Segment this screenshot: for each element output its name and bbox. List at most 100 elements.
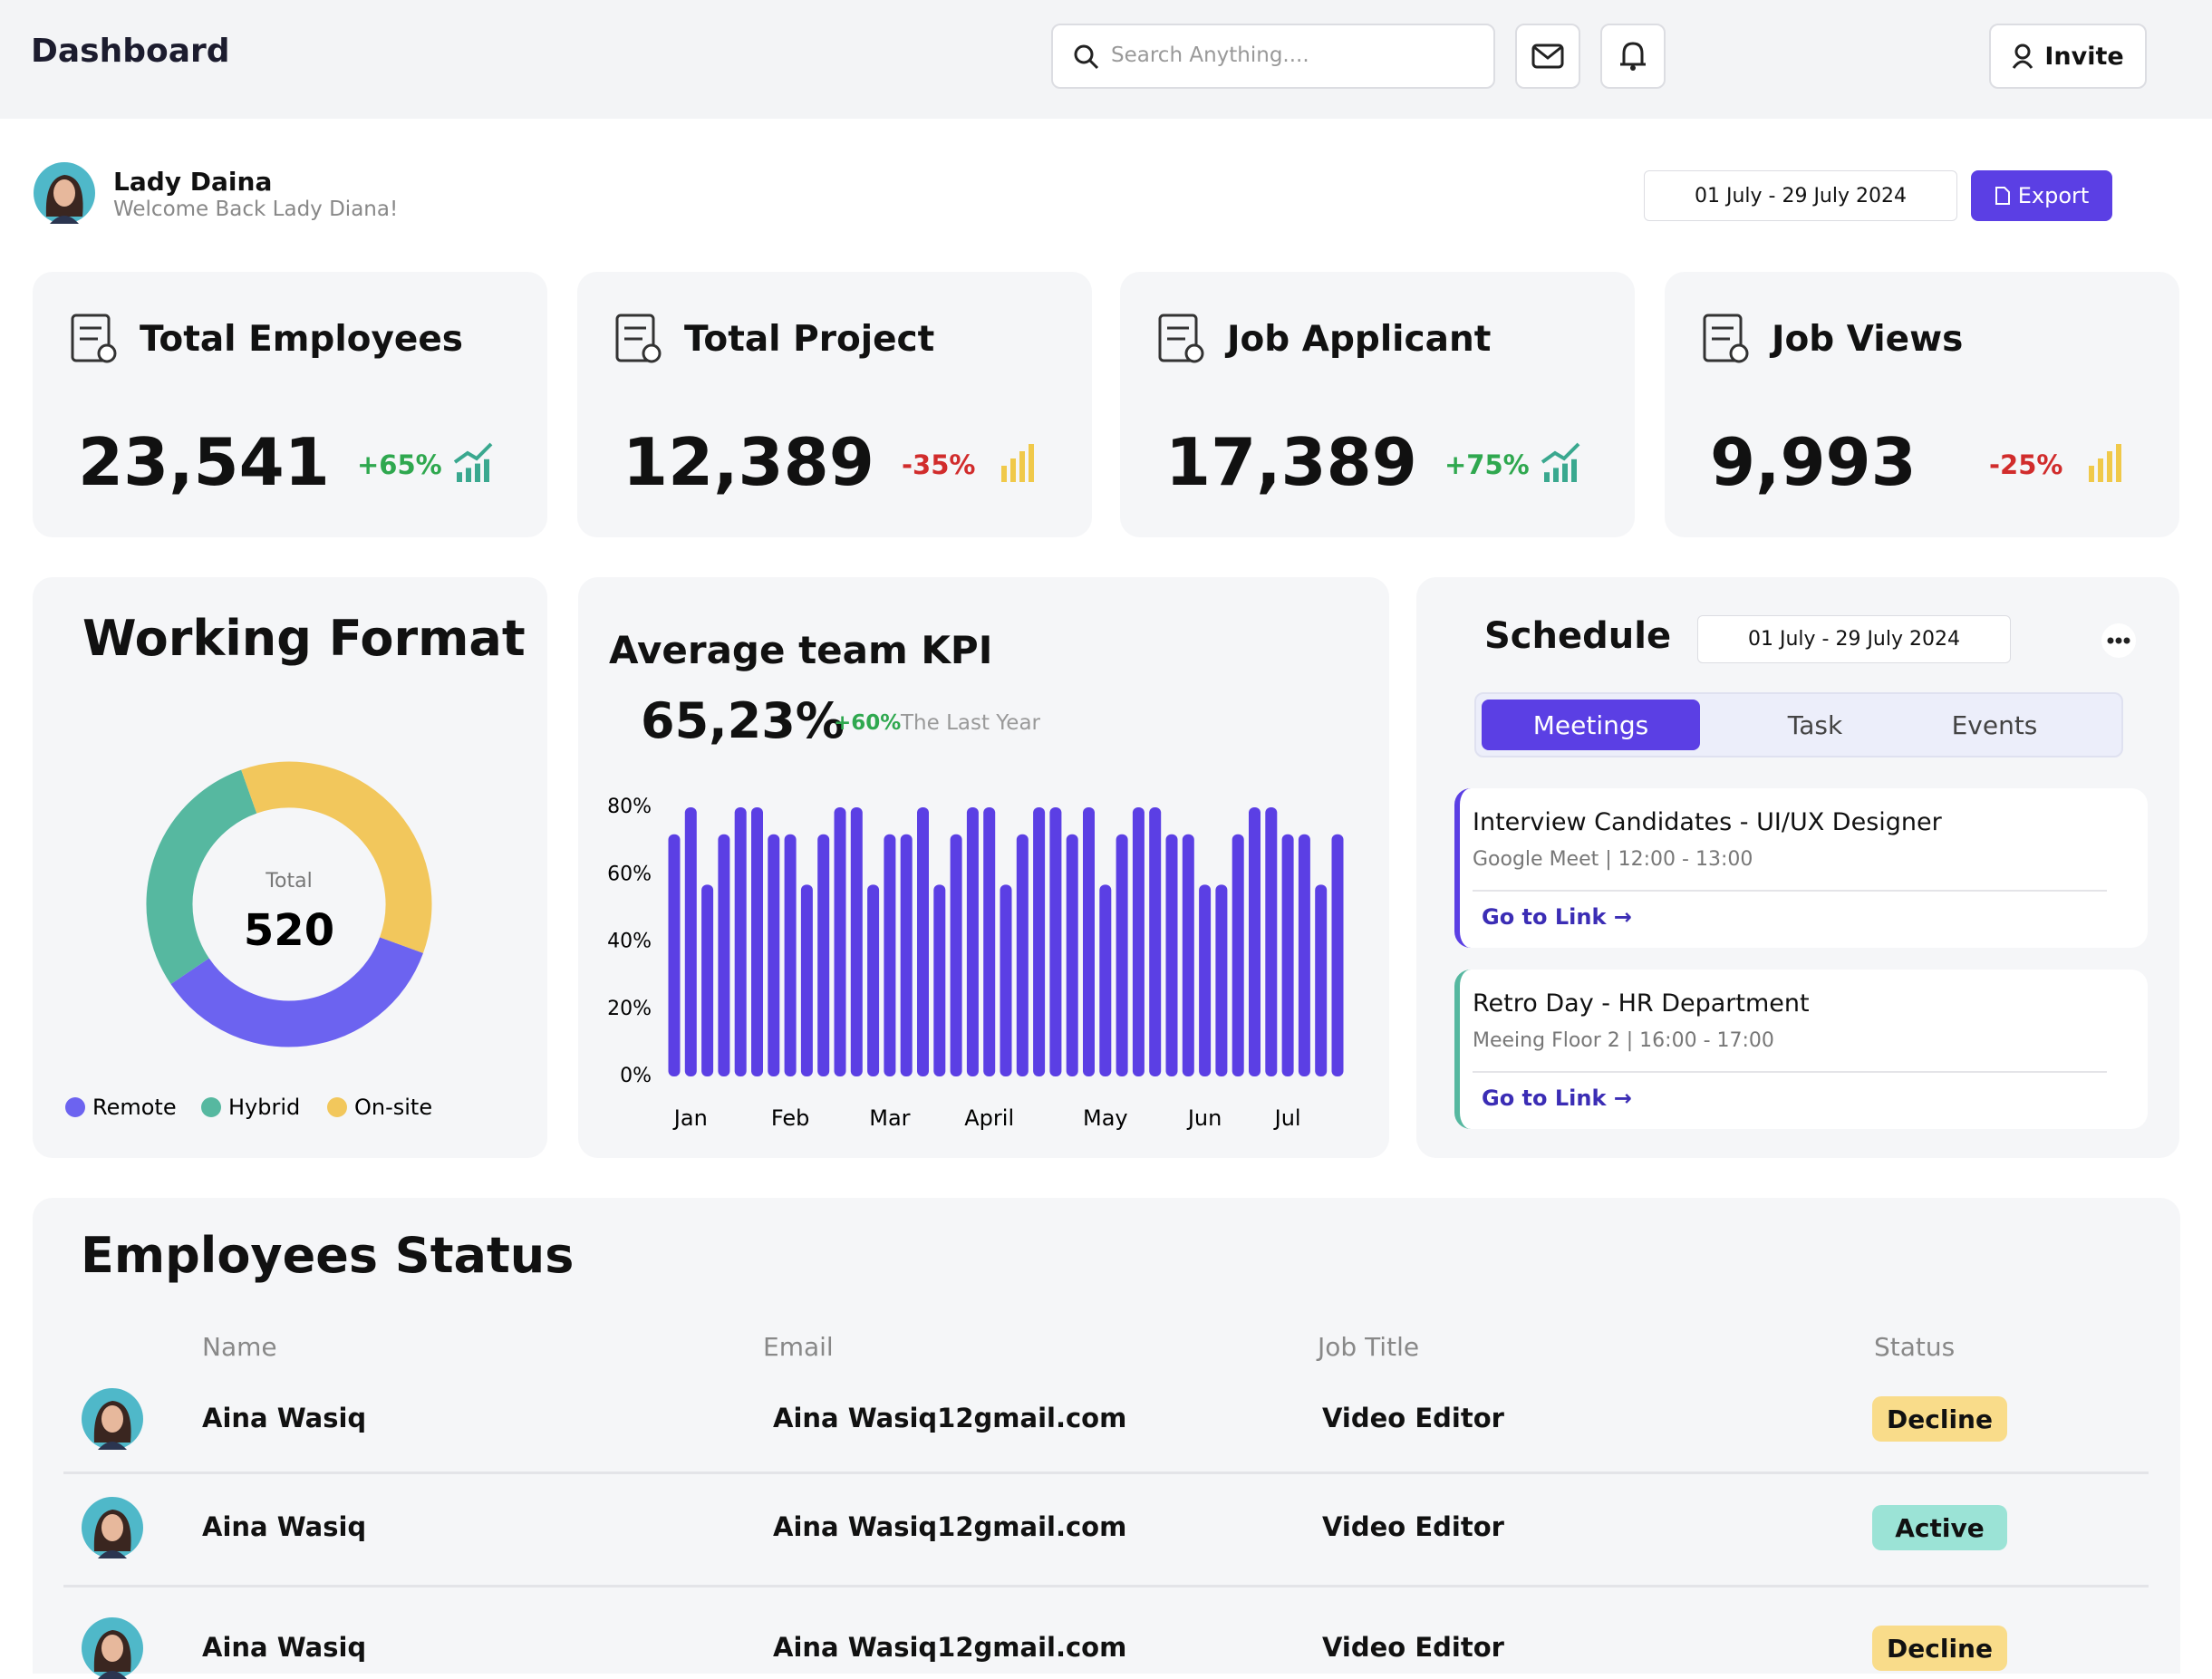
status-badge: Decline (1872, 1396, 2007, 1442)
stat-icon (615, 314, 662, 363)
icon-shape (2089, 466, 2094, 482)
schedule-card: Schedule 01 July - 29 July 2024 Meetings… (1416, 577, 2179, 1158)
event-title: Interview Candidates - UI/UX Designer (1473, 808, 1942, 836)
stat-icon (71, 314, 117, 363)
status-badge: Decline (1872, 1626, 2007, 1671)
employee-name: Aina Wasiq (202, 1511, 367, 1542)
row-divider (63, 1585, 2149, 1587)
stat-icon (1158, 314, 1204, 363)
stat-value: 17,389 (1165, 424, 1417, 500)
column-header: Name (202, 1332, 277, 1362)
divider (1473, 1071, 2107, 1073)
card-title: Schedule (1484, 615, 1672, 657)
card-title: Working Format (82, 610, 526, 667)
working-format-card: Working Format (33, 577, 547, 1158)
card-title: Average team KPI (609, 628, 993, 672)
stat-card: Total Employees 23,541 +65% (33, 272, 547, 537)
employee-email: Aina Wasiq12gmail.com (773, 1632, 1127, 1663)
icon-shape (1158, 314, 1198, 362)
icon-shape (1703, 314, 1743, 362)
icon-shape (1562, 463, 1568, 482)
invite-button[interactable]: Invite (1989, 24, 2147, 89)
icon-shape (484, 458, 489, 482)
icon-shape (1541, 442, 1580, 464)
avatar (82, 1388, 143, 1450)
icon-shape (2107, 451, 2112, 482)
icon-shape (2116, 444, 2121, 482)
column-header: Status (1874, 1332, 1956, 1362)
greeting: Welcome Back Lady Diana! (113, 198, 399, 221)
date-range[interactable]: 01 July - 29 July 2024 (1697, 615, 2011, 663)
employee-job: Video Editor (1322, 1632, 1504, 1663)
icon-shape (1010, 458, 1016, 482)
employee-email: Aina Wasiq12gmail.com (773, 1403, 1127, 1433)
kpi-change: +60% (834, 711, 902, 735)
mail-button[interactable] (1515, 24, 1580, 89)
icon-shape (1553, 468, 1559, 482)
employee-job: Video Editor (1322, 1403, 1504, 1433)
invite-label: Invite (2044, 42, 2124, 71)
icon-shape (2098, 458, 2103, 482)
stat-title: Job Applicant (1227, 319, 1492, 360)
date-range[interactable]: 01 July - 29 July 2024 (1644, 170, 1957, 221)
icon-shape (1571, 458, 1577, 482)
export-button[interactable]: Export (1971, 170, 2112, 221)
stat-change: -35% (902, 449, 976, 480)
stat-title: Total Employees (140, 319, 464, 360)
trend-icon (1541, 442, 1580, 482)
notification-button[interactable] (1600, 24, 1666, 89)
tab-active[interactable]: Meetings (1482, 700, 1700, 750)
trend-icon (2089, 444, 2121, 482)
avatar-image (82, 1617, 143, 1679)
employees-card: Employees Status Name Email Job Title Statu… (33, 1198, 2180, 1674)
stat-card: Job Views 9,993 -25% (1665, 272, 2179, 537)
tab[interactable]: Task (1787, 709, 1843, 740)
kpi-change-note: The Last Year (901, 711, 1041, 735)
export-icon (1995, 187, 2010, 205)
avatar-image (82, 1497, 143, 1558)
avatar (82, 1497, 143, 1558)
tab[interactable]: Events (1951, 709, 2038, 740)
event-link[interactable]: Go to Link → (1482, 1086, 1632, 1111)
export-label: Export (2017, 183, 2090, 208)
status-badge: Active (1872, 1505, 2007, 1550)
stat-title: Total Project (684, 319, 935, 360)
event-details: Google Meet | 12:00 - 13:00 (1473, 848, 1753, 871)
icon-shape (453, 442, 493, 464)
trend-icon (1001, 444, 1034, 482)
user-name: Lady Daina (113, 167, 273, 197)
employee-email: Aina Wasiq12gmail.com (773, 1511, 1127, 1542)
trend-icon (453, 442, 493, 482)
employee-name: Aina Wasiq (202, 1403, 367, 1433)
stat-value: 9,993 (1710, 424, 1917, 500)
more-button[interactable] (2101, 622, 2137, 659)
icon-shape (1019, 451, 1025, 482)
employee-name: Aina Wasiq (202, 1632, 367, 1663)
event-card: Retro Day - HR Department Meeing Floor 2 … (1454, 970, 2148, 1129)
bell-icon (1620, 42, 1646, 71)
card-title: Employees Status (81, 1227, 575, 1284)
tab-bar: Meetings Task Events (1474, 692, 2123, 757)
event-link[interactable]: Go to Link → (1482, 904, 1632, 930)
icon-shape (615, 314, 655, 362)
icon-shape (1544, 472, 1550, 482)
icon-shape (475, 463, 480, 482)
column-header: Email (763, 1332, 834, 1362)
stat-card: Total Project 12,389 -35% (577, 272, 1092, 537)
stat-card: Job Applicant 17,389 +75% (1120, 272, 1635, 537)
search-box[interactable]: Search Anything.... (1051, 24, 1495, 89)
stat-change: +65% (357, 449, 442, 480)
icon-shape (1729, 343, 1749, 363)
stat-value: 23,541 (78, 424, 330, 500)
event-details: Meeing Floor 2 | 16:00 - 17:00 (1473, 1029, 1774, 1052)
page-title: Dashboard (31, 33, 230, 70)
search-placeholder: Search Anything.... (1111, 43, 1309, 67)
search-icon (1074, 44, 1099, 70)
event-card: Interview Candidates - UI/UX Designer Goo… (1454, 788, 2148, 948)
icon-shape (1029, 444, 1034, 482)
icon-shape (97, 343, 117, 363)
stat-change: -25% (1989, 449, 2063, 480)
icon-shape (1184, 343, 1204, 363)
icon-shape (71, 314, 111, 362)
